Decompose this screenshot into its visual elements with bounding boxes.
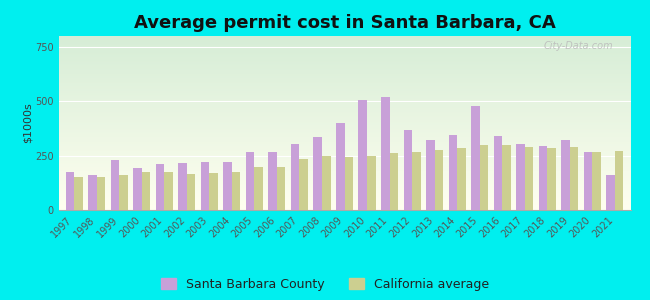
Title: Average permit cost in Santa Barbara, CA: Average permit cost in Santa Barbara, CA [134, 14, 555, 32]
Bar [539, 146, 547, 210]
Bar [187, 174, 196, 210]
Bar [201, 162, 209, 210]
Bar [120, 175, 128, 210]
Bar [232, 172, 240, 210]
Legend: Santa Barbara County, California average: Santa Barbara County, California average [161, 278, 489, 291]
Bar [389, 154, 398, 210]
Bar [516, 144, 525, 210]
Bar [277, 167, 285, 210]
Bar [493, 136, 502, 210]
Bar [291, 144, 300, 210]
Bar [88, 175, 97, 210]
Bar [66, 172, 74, 210]
Bar [246, 152, 254, 210]
Bar [615, 151, 623, 210]
Bar [457, 148, 465, 210]
Bar [412, 152, 421, 210]
Bar [209, 173, 218, 210]
Bar [569, 147, 578, 210]
Bar [97, 177, 105, 210]
Bar [156, 164, 164, 210]
Bar [313, 137, 322, 210]
Bar [111, 160, 120, 210]
Bar [525, 147, 533, 210]
Bar [178, 163, 187, 210]
Bar [344, 157, 353, 210]
Bar [606, 175, 615, 210]
Bar [404, 130, 412, 210]
Bar [74, 177, 83, 210]
Bar [300, 159, 308, 210]
Bar [164, 172, 173, 210]
Bar [435, 150, 443, 210]
Bar [502, 145, 511, 210]
Bar [322, 156, 331, 210]
Bar [426, 140, 435, 210]
Bar [547, 148, 556, 210]
Bar [254, 167, 263, 210]
Text: City-Data.com: City-Data.com [543, 41, 614, 51]
Bar [480, 145, 488, 210]
Y-axis label: $1000s: $1000s [22, 103, 32, 143]
Bar [268, 152, 277, 210]
Bar [358, 100, 367, 210]
Bar [561, 140, 569, 210]
Bar [584, 152, 592, 210]
Bar [224, 162, 232, 210]
Bar [367, 156, 376, 210]
Bar [471, 106, 480, 210]
Bar [381, 97, 389, 210]
Bar [336, 123, 344, 210]
Bar [142, 172, 150, 210]
Bar [592, 152, 601, 210]
Bar [448, 135, 457, 210]
Bar [133, 168, 142, 210]
